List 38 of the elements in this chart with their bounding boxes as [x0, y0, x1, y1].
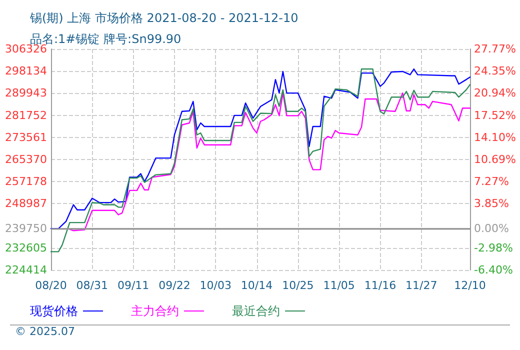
line-series [69, 92, 471, 232]
y2-tick-label: 20.94% [474, 86, 516, 100]
y2-tick-label: 3.85% [474, 197, 509, 210]
y2-tick-label: 10.69% [474, 152, 516, 166]
y2-tick-label: 24.35% [474, 64, 516, 78]
legend-label: 最近合约 [232, 304, 280, 318]
y2-tick-label: 14.10% [474, 130, 516, 144]
x-tick-label: 10/14 [240, 279, 273, 292]
x-tick-label: 10/03 [200, 279, 232, 292]
y-tick-label: 265370 [5, 153, 47, 166]
chart-title: 锡(期) 上海 市场价格 2021-08-20 - 2021-12-10 [29, 11, 298, 25]
x-tick-label: 11/16 [364, 279, 396, 292]
y2-tick-label: -2.98% [474, 241, 513, 254]
y-tick-label: 289943 [5, 86, 47, 100]
y2-tick-label: -6.40% [474, 264, 513, 276]
y2-tick-label: 7.27% [474, 175, 509, 188]
y-tick-label: 281752 [5, 108, 47, 122]
x-tick-label: 09/22 [158, 279, 190, 292]
x-tick-label: 09/11 [117, 279, 150, 292]
y-tick-label: 298134 [5, 64, 47, 78]
y-tick-label: 224414 [5, 264, 47, 276]
x-tick-label: 08/31 [76, 279, 108, 292]
y-tick-label: 248987 [5, 197, 47, 210]
x-tick-label: 11/05 [323, 279, 355, 292]
y-tick-label: 239750 [5, 222, 47, 236]
x-tick-label: 12/10 [454, 279, 486, 292]
legend-label: 主力合约 [131, 304, 179, 318]
x-tick-label: 11/27 [406, 279, 438, 292]
y2-tick-label: 0.00% [474, 222, 509, 236]
y2-tick-label: 17.52% [474, 108, 516, 122]
y-tick-label: 257178 [5, 175, 47, 188]
legend-label: 现货价格 [30, 304, 78, 318]
x-tick-label: 10/25 [282, 279, 314, 292]
y2-tick-label: 27.77% [474, 42, 516, 56]
y-tick-label: 273561 [5, 130, 47, 144]
y-tick-label: 232605 [5, 241, 47, 254]
x-tick-label: 08/20 [35, 279, 67, 292]
text: © 2025.07 [15, 325, 75, 338]
